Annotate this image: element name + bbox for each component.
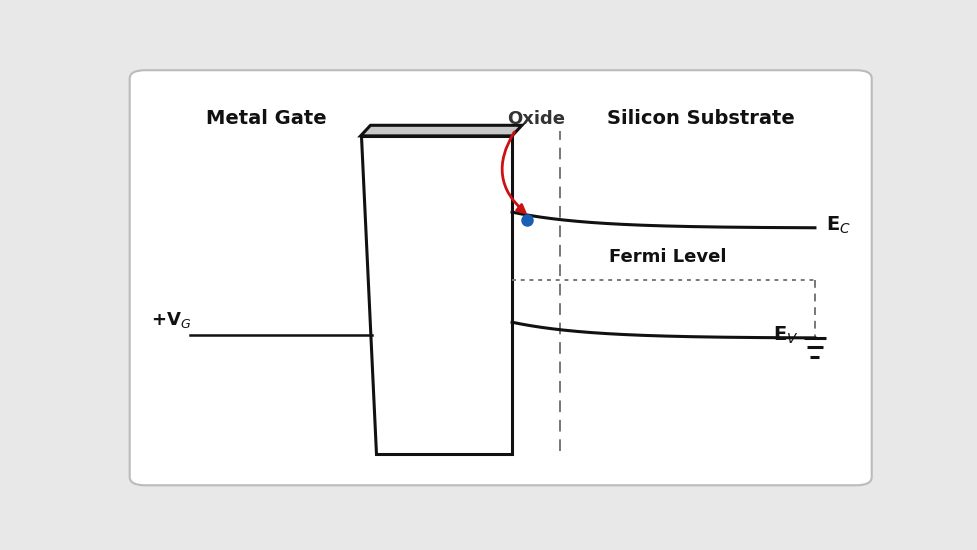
Text: E$_C$: E$_C$ — [827, 215, 851, 236]
Text: Silicon Substrate: Silicon Substrate — [608, 109, 795, 129]
Polygon shape — [361, 125, 522, 136]
FancyBboxPatch shape — [130, 70, 871, 485]
Text: Oxide: Oxide — [507, 110, 565, 128]
Text: E$_V$: E$_V$ — [774, 325, 799, 347]
Polygon shape — [361, 136, 512, 454]
Text: Metal Gate: Metal Gate — [206, 109, 326, 129]
Text: +V$_G$: +V$_G$ — [151, 310, 191, 330]
Text: Fermi Level: Fermi Level — [609, 248, 726, 266]
